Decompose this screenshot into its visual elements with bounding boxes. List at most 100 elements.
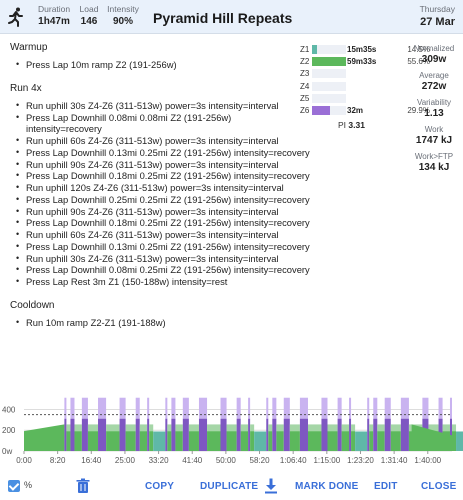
rest-bar <box>254 431 267 451</box>
interval-bar <box>220 418 227 451</box>
edit-button[interactable]: EDIT <box>374 481 398 492</box>
interval-bar <box>349 418 352 451</box>
main-set-title: Run 4x <box>10 82 42 94</box>
recovery-band <box>188 424 199 432</box>
download-icon[interactable] <box>264 478 278 494</box>
warmup-title: Warmup <box>10 42 48 53</box>
zone-row: Z2 59m33s 55.6% <box>300 56 430 68</box>
main-step: Run uphill 120s Z4-Z6 (311-513w) power=3… <box>10 182 300 194</box>
recovery-band <box>452 424 457 432</box>
recovery-bar <box>390 431 401 451</box>
recovery-bar <box>452 431 457 451</box>
intensity-label: Intensity <box>107 4 139 14</box>
recovery-bar <box>139 431 148 451</box>
close-button[interactable]: CLOSE <box>421 481 457 492</box>
recovery-bar <box>167 431 172 451</box>
recovery-band <box>207 424 221 432</box>
x-tick-label: 25:00 <box>115 456 136 465</box>
recovery-bar <box>289 431 300 451</box>
main-step: Run uphill 90s Z4-Z6 (311-513w) power=3s… <box>10 159 300 171</box>
percent-checkbox[interactable] <box>8 480 20 492</box>
interval-band <box>438 397 443 419</box>
recovery-band <box>250 424 255 432</box>
interval-band <box>299 397 308 419</box>
interval-bar <box>182 418 189 451</box>
main-step: Press Lap Rest 3m Z1 (150-188w) intensit… <box>10 276 300 288</box>
zone-time: 59m33s <box>347 57 377 67</box>
power-chart-svg: 400 200 0w 0:00 8:20 16:40 25:00 33:20 41:40 50:0… <box>2 397 463 465</box>
rest-bar <box>153 431 166 451</box>
recovery-bar <box>250 431 255 451</box>
x-tick-label: 50:00 <box>216 456 237 465</box>
interval-band <box>321 397 328 419</box>
warmup-step: Press Lap 10m ramp Z2 (191-256w) <box>10 59 300 71</box>
interval-band <box>236 397 241 419</box>
pi-value: 3.31 <box>348 120 365 130</box>
zone-row: Z1 15m35s 14.5% <box>300 44 430 56</box>
recovery-bar <box>369 431 374 451</box>
interval-bar <box>147 418 150 451</box>
recovery-band <box>226 424 237 432</box>
interval-band <box>165 397 168 419</box>
interval-bar <box>283 418 290 451</box>
workout-title: Pyramid Hill Repeats <box>153 10 293 26</box>
main-step: Press Lap Downhill 0.13mi 0.25mi Z2 (191… <box>10 147 310 159</box>
main-step: Run uphill 30s Z4-Z6 (311-513w) power=3s… <box>10 253 300 265</box>
recovery-bar <box>106 431 120 451</box>
metric-work: Work 1747 kJ <box>409 125 459 146</box>
zone-distribution: Z1 15m35s 14.5% Z2 59m33s 55.6% Z3 Z4 Z5… <box>300 44 430 117</box>
metric-label: Normalized <box>413 44 455 53</box>
interval-bar <box>119 418 126 451</box>
action-bar: % COPY DUPLICATE MARK DONE EDIT CLOSE <box>0 474 463 500</box>
x-tick-label: 0:00 <box>16 456 32 465</box>
metric-normalized: Normalized 309w <box>409 44 459 65</box>
interval-band <box>171 397 176 419</box>
metric-label: Work>FTP <box>414 152 454 161</box>
y-tick-label: 200 <box>2 426 16 435</box>
interval-band <box>119 397 126 419</box>
workout-date-value: 27 Mar <box>420 16 455 28</box>
trash-icon[interactable] <box>76 478 90 494</box>
metric-average: Average 272w <box>409 71 459 92</box>
duplicate-button[interactable]: DUPLICATE <box>200 481 259 492</box>
interval-band <box>248 397 251 419</box>
zone-time: 15m35s <box>347 45 377 54</box>
interval-bar <box>98 418 107 451</box>
recovery-band <box>268 424 273 432</box>
x-tick-label: 1:23:20 <box>347 456 374 465</box>
interval-bar <box>70 418 75 451</box>
main-step: Run uphill 60s Z4-Z6 (311-513w) power=3s… <box>10 135 300 147</box>
cooldown-area <box>411 424 452 451</box>
x-tick-label: 8:20 <box>50 456 66 465</box>
recovery-band <box>125 424 136 432</box>
metric-label: Variability <box>416 98 452 107</box>
recovery-band <box>167 424 172 432</box>
recovery-band <box>390 424 401 432</box>
duration-label: Duration <box>38 4 71 14</box>
recovery-band <box>307 424 322 432</box>
recovery-band <box>66 424 71 432</box>
copy-button[interactable]: COPY <box>145 481 175 492</box>
interval-band <box>64 397 67 419</box>
mark-done-button[interactable]: MARK DONE <box>295 481 359 492</box>
load-value: 146 <box>80 16 98 27</box>
workout-day: Thursday <box>419 4 455 14</box>
recovery-bar <box>175 431 183 451</box>
recovery-band <box>351 424 356 432</box>
runner-icon <box>8 7 23 27</box>
cooldown-step: Run 10m ramp Z2-Z1 (191-188w) <box>10 317 300 329</box>
zone-label: Z6 <box>300 105 310 115</box>
recovery-band <box>276 424 284 432</box>
workout-description: Warmup Press Lap 10m ramp Z2 (191-256w) … <box>10 42 310 341</box>
interval-bar <box>135 418 140 451</box>
recovery-bar <box>149 431 154 451</box>
interval-band <box>98 397 107 419</box>
recovery-band <box>175 424 183 432</box>
zone-row: Z4 <box>300 81 412 93</box>
interval-band <box>220 397 227 419</box>
zone-bar <box>312 45 317 54</box>
interval-bar <box>321 418 328 451</box>
zone-percent: 29.9% <box>407 105 430 115</box>
interval-bar <box>449 418 452 451</box>
cooldown-title: Cooldown <box>10 299 55 311</box>
